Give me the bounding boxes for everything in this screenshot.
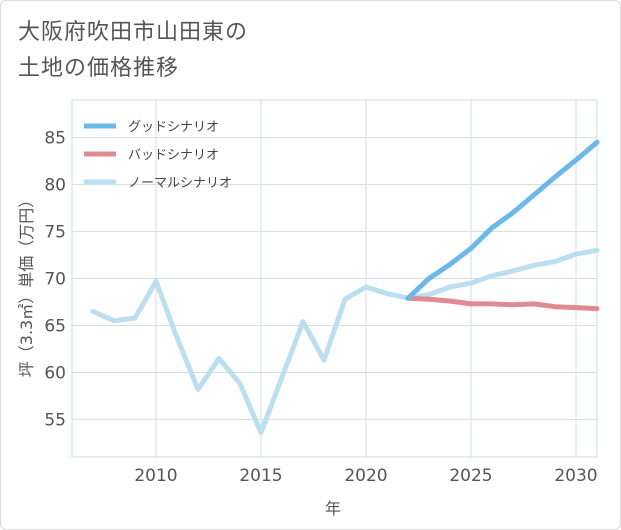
grid (71, 99, 598, 458)
y-tick-label: 60 (44, 363, 66, 383)
x-tick-label: 2015 (239, 466, 282, 486)
x-tick-label: 2010 (134, 466, 177, 486)
y-axis-ticks: 55 60 65 70 75 80 85 (44, 129, 66, 431)
chart-title-line2: 土地の価格推移 (18, 56, 180, 81)
x-axis-title: 年 (325, 499, 341, 518)
chart-title: 大阪府吹田市山田東の 土地の価格推移 (18, 15, 318, 87)
y-tick-label: 55 (44, 410, 66, 430)
x-tick-label: 2030 (554, 466, 597, 486)
y-tick-label: 65 (44, 316, 66, 336)
x-tick-label: 2025 (449, 466, 492, 486)
legend-label: バッドシナリオ (128, 148, 219, 163)
y-tick-label: 80 (44, 176, 66, 196)
y-axis-title: 坪（3.3㎡）単価（万円） (17, 192, 36, 377)
y-tick-label: 85 (44, 129, 66, 149)
series-line-2 (90, 247, 600, 436)
series-line-0 (405, 139, 600, 301)
y-tick-label: 70 (44, 270, 66, 290)
legend-label: グッドシナリオ (128, 120, 219, 135)
legend-label: ノーマルシナリオ (128, 176, 232, 191)
x-axis-ticks: 2010 2015 2020 2025 2030 (134, 466, 597, 486)
series-line-1 (405, 295, 600, 312)
series-group (90, 139, 600, 436)
x-tick-label: 2020 (344, 466, 387, 486)
y-tick-label: 75 (44, 223, 66, 243)
chart-title-line1: 大阪府吹田市山田東の (18, 20, 249, 45)
